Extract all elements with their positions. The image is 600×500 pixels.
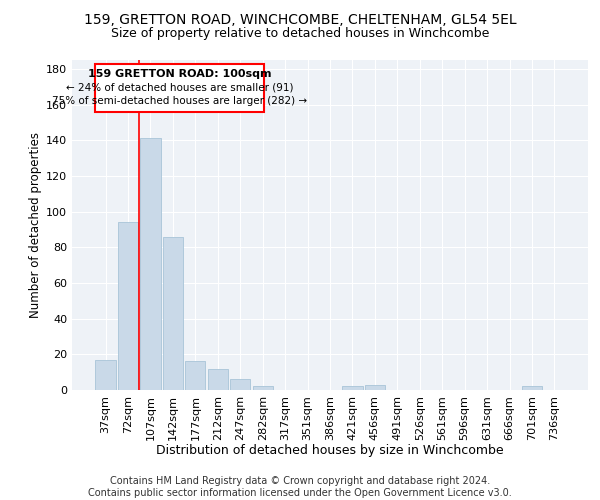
X-axis label: Distribution of detached houses by size in Winchcombe: Distribution of detached houses by size … [156, 444, 504, 457]
Text: Contains HM Land Registry data © Crown copyright and database right 2024.: Contains HM Land Registry data © Crown c… [110, 476, 490, 486]
Bar [95, 360, 116, 390]
Bar [118, 222, 138, 390]
Bar [365, 384, 385, 390]
Text: 159 GRETTON ROAD: 100sqm: 159 GRETTON ROAD: 100sqm [88, 69, 271, 79]
Bar [95, 64, 264, 112]
Bar [230, 380, 250, 390]
Bar [163, 236, 183, 390]
Text: ← 24% of detached houses are smaller (91): ← 24% of detached houses are smaller (91… [66, 82, 293, 92]
Text: 75% of semi-detached houses are larger (282) →: 75% of semi-detached houses are larger (… [52, 96, 307, 106]
Text: Contains public sector information licensed under the Open Government Licence v3: Contains public sector information licen… [88, 488, 512, 498]
Bar [253, 386, 273, 390]
Bar [522, 386, 542, 390]
Bar [208, 368, 228, 390]
Text: 159, GRETTON ROAD, WINCHCOMBE, CHELTENHAM, GL54 5EL: 159, GRETTON ROAD, WINCHCOMBE, CHELTENHA… [83, 12, 517, 26]
Y-axis label: Number of detached properties: Number of detached properties [29, 132, 42, 318]
Bar [343, 386, 362, 390]
Bar [140, 138, 161, 390]
Bar [185, 362, 205, 390]
Text: Size of property relative to detached houses in Winchcombe: Size of property relative to detached ho… [111, 28, 489, 40]
